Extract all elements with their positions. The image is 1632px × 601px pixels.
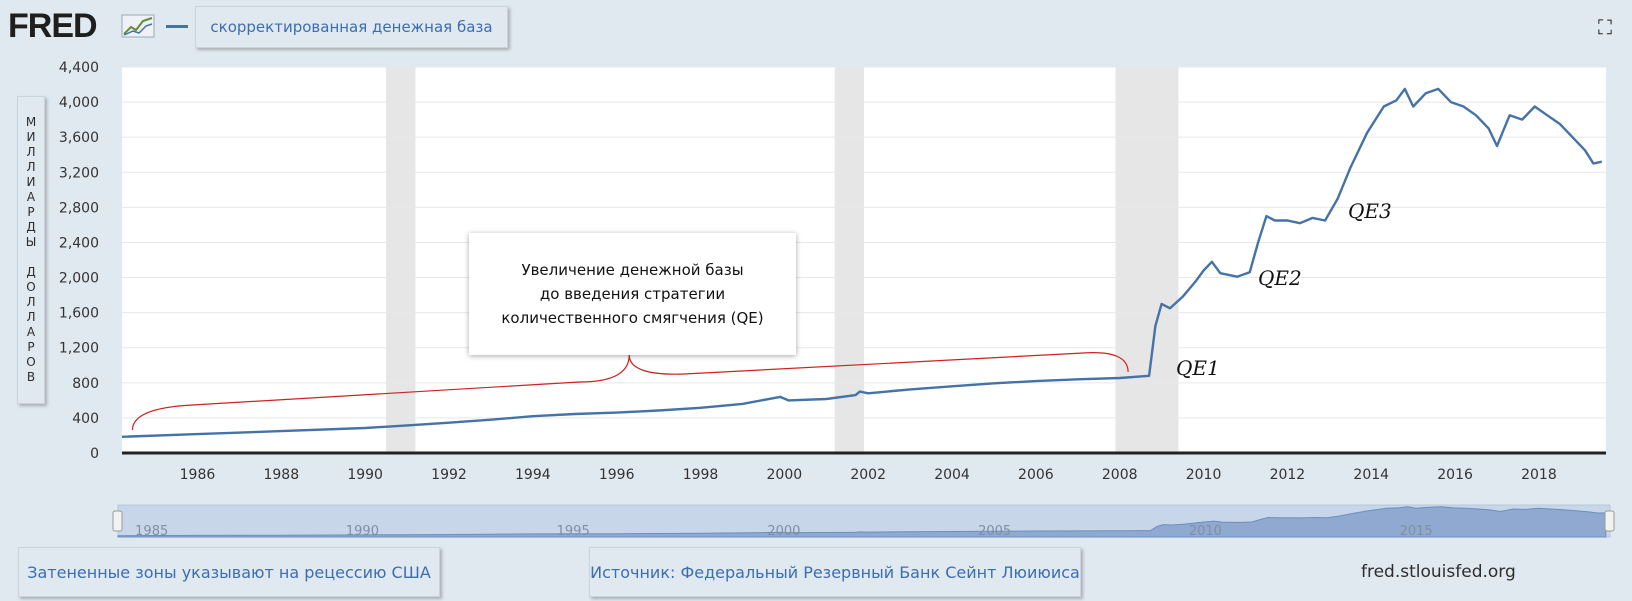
y-tick-label: 3,600: [59, 130, 99, 146]
x-tick-label: 1998: [683, 467, 719, 483]
y-axis-label-box: МИЛЛИАРДЫ ДОЛЛАРОВ: [17, 96, 45, 404]
y-tick-label: 3,200: [59, 165, 99, 181]
y-tick-label: 2,800: [59, 200, 99, 216]
series-legend-label[interactable]: скорректированная денежная база: [195, 6, 508, 48]
x-tick-label: 2000: [767, 467, 803, 483]
navigator-handle-right[interactable]: [1604, 510, 1615, 532]
x-tick-label: 2010: [1186, 467, 1222, 483]
y-tick-label: 1,600: [59, 306, 99, 322]
y-tick-label: 800: [72, 376, 99, 392]
y-tick-label: 2,000: [59, 271, 99, 287]
navigator-tick-label: 1995: [557, 524, 590, 539]
x-tick-label: 1996: [599, 467, 635, 483]
series-line: [121, 87, 1603, 438]
x-tick-label: 2008: [1102, 467, 1138, 483]
x-tick-label: 2016: [1437, 467, 1473, 483]
y-tick-label: 1,200: [59, 341, 99, 357]
source-link[interactable]: Источник: Федеральный Резервный Банк Сей…: [589, 547, 1081, 597]
x-tick-label: 1986: [180, 467, 216, 483]
x-tick-label: 1992: [431, 467, 467, 483]
recession-band: [1115, 67, 1179, 453]
y-tick-label: 0: [90, 446, 99, 462]
site-link[interactable]: fred.stlouisfed.org: [1361, 562, 1516, 582]
y-tick-label: 4,000: [59, 95, 99, 111]
y-axis-label: МИЛЛИАРДЫ ДОЛЛАРОВ: [24, 115, 38, 385]
y-tick-label: 400: [72, 411, 99, 427]
x-tick-label: 2012: [1270, 467, 1306, 483]
navigator-tick-label: 1985: [135, 524, 168, 539]
recession-note: Затененные зоны указывают на рецессию СШ…: [18, 547, 440, 597]
navigator-series: [117, 506, 1607, 538]
qe1-label: QE1: [1176, 356, 1220, 380]
x-tick-label: 1990: [347, 467, 383, 483]
y-tick-label: 2,400: [59, 235, 99, 251]
y-tick-label: 4,400: [59, 60, 99, 76]
x-tick-label: 1988: [263, 467, 299, 483]
recession-band: [386, 67, 416, 453]
annotation-brace: [131, 352, 1129, 431]
x-tick-label: 1994: [515, 467, 551, 483]
navigator-tick-label: 2015: [1400, 524, 1433, 539]
annotation-text: Увеличение денежной базы до введения стр…: [501, 261, 764, 327]
fullscreen-icon[interactable]: ⛶: [1598, 17, 1612, 39]
qe3-label: QE3: [1348, 199, 1392, 223]
x-tick-label: 2018: [1521, 467, 1557, 483]
navigator-tick-label: 2010: [1189, 524, 1222, 539]
x-tick-label: 2006: [1018, 467, 1054, 483]
x-tick-label: 2014: [1353, 467, 1389, 483]
navigator-tick-label: 1990: [346, 524, 379, 539]
qe2-label: QE2: [1258, 266, 1302, 290]
annotation-callout: Увеличение денежной базы до введения стр…: [469, 233, 796, 355]
x-tick-label: 2004: [934, 467, 970, 483]
navigator-handle-left[interactable]: [112, 510, 123, 532]
line-chart-logo-icon: [121, 14, 155, 38]
navigator-tick-label: 2000: [767, 524, 800, 539]
series-legend-swatch: [166, 25, 188, 28]
navigator-tick-label: 2005: [978, 524, 1011, 539]
x-tick-label: 2002: [850, 467, 886, 483]
fred-logo[interactable]: FRED: [8, 7, 98, 45]
recession-band: [834, 67, 864, 453]
